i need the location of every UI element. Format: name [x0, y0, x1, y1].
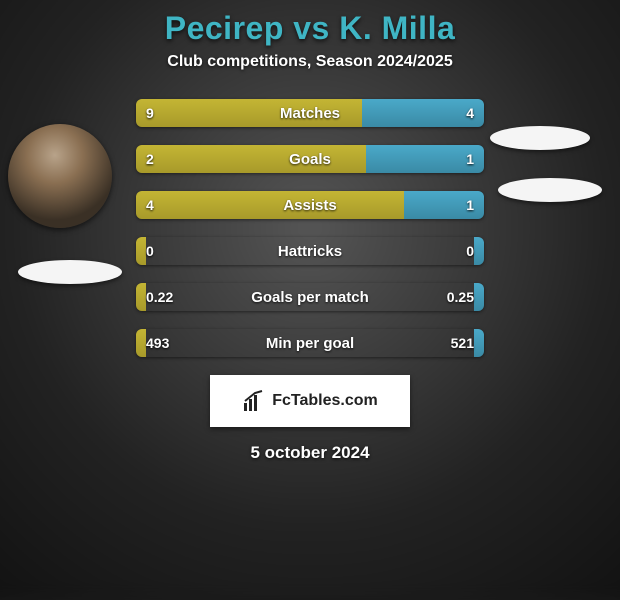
stat-bar-left [136, 283, 146, 311]
stat-label: Hattricks [136, 237, 484, 265]
stat-row: Goals per match0.22 0.25 [136, 283, 484, 311]
stat-value-left: 0.22 [146, 283, 173, 311]
player2-avatar-oval [490, 126, 590, 150]
stat-value-right: 1 [466, 191, 474, 219]
stat-row: Min per goal493 521 [136, 329, 484, 357]
stat-value-left: 4 [146, 191, 154, 219]
stat-value-right: 1 [466, 145, 474, 173]
stat-bar-left [136, 145, 366, 173]
stat-bar-right [474, 283, 484, 311]
stat-bar-right [474, 329, 484, 357]
stat-bar-left [136, 237, 146, 265]
stat-value-left: 9 [146, 99, 154, 127]
stat-value-right: 4 [466, 99, 474, 127]
fctables-logo-icon [242, 389, 266, 413]
footer-date: 5 october 2024 [0, 443, 620, 463]
stat-label: Goals per match [136, 283, 484, 311]
stat-bar-left [136, 329, 146, 357]
footer-brand-text: FcTables.com [272, 392, 378, 410]
stat-value-right: 0 [466, 237, 474, 265]
stat-bar-right [474, 237, 484, 265]
stat-value-right: 0.25 [447, 283, 474, 311]
page-title: Pecirep vs K. Milla [0, 10, 620, 47]
content-wrapper: Pecirep vs K. Milla Club competitions, S… [0, 0, 620, 580]
player1-club-oval [18, 260, 122, 284]
stat-row: Matches94 [136, 99, 484, 127]
footer-brand-box: FcTables.com [210, 375, 410, 427]
comparison-bars: Matches94Goals21Assists41Hattricks00Goal… [136, 99, 484, 357]
player1-avatar [8, 124, 112, 228]
stat-row: Goals21 [136, 145, 484, 173]
stat-row: Hattricks0 0 [136, 237, 484, 265]
page-subtitle: Club competitions, Season 2024/2025 [0, 53, 620, 71]
stat-value-left: 2 [146, 145, 154, 173]
stat-value-left: 493 [146, 329, 169, 357]
stat-bar-left [136, 99, 362, 127]
stat-row: Assists41 [136, 191, 484, 219]
stat-value-left: 0 [146, 237, 154, 265]
stat-label: Min per goal [136, 329, 484, 357]
stat-bar-left [136, 191, 404, 219]
player2-club-oval [498, 178, 602, 202]
stat-value-right: 521 [451, 329, 474, 357]
